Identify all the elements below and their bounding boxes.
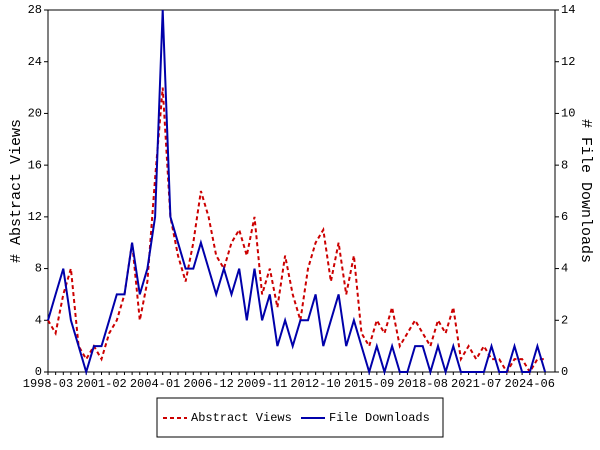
y-tick-label: 12 bbox=[28, 210, 42, 224]
x-tick-label: 2018-08 bbox=[397, 377, 447, 391]
y-tick-label: 20 bbox=[28, 107, 42, 121]
y-tick-label: 8 bbox=[35, 262, 42, 276]
legend-label: File Downloads bbox=[329, 411, 430, 425]
series-line bbox=[47, 9, 547, 376]
x-tick-label: 2004-01 bbox=[130, 377, 180, 391]
y2-tick-label: 12 bbox=[561, 55, 575, 69]
y-tick-label: 0 bbox=[35, 365, 42, 379]
y2-tick-label: 0 bbox=[561, 365, 568, 379]
y2-tick-label: 4 bbox=[561, 262, 568, 276]
y-tick-label: 16 bbox=[28, 158, 42, 172]
x-tick-label: 2009-11 bbox=[237, 377, 287, 391]
x-tick-label: 2001-02 bbox=[76, 377, 126, 391]
legend bbox=[156, 397, 444, 438]
y-tick-label: 28 bbox=[28, 3, 42, 17]
series-line bbox=[47, 87, 546, 374]
y-tick-label: 24 bbox=[28, 55, 42, 69]
y2-axis-label: # File Downloads bbox=[577, 119, 594, 263]
x-tick-label: 2012-10 bbox=[290, 377, 340, 391]
x-tick-label: 2015-09 bbox=[344, 377, 394, 391]
legend-label: Abstract Views bbox=[191, 411, 292, 425]
y2-tick-label: 6 bbox=[561, 210, 568, 224]
plot-frame bbox=[47, 9, 556, 373]
y2-tick-label: 8 bbox=[561, 158, 568, 172]
y2-tick-label: 14 bbox=[561, 3, 575, 17]
x-tick-label: 2006-12 bbox=[183, 377, 233, 391]
y2-tick-label: 2 bbox=[561, 313, 568, 327]
x-tick-label: 2024-06 bbox=[505, 377, 555, 391]
y2-tick-label: 10 bbox=[561, 107, 575, 121]
y-axis-label: # Abstract Views bbox=[8, 119, 25, 263]
x-tick-label: 1998-03 bbox=[23, 377, 73, 391]
x-tick-label: 2021-07 bbox=[451, 377, 501, 391]
y-tick-label: 4 bbox=[35, 313, 42, 327]
